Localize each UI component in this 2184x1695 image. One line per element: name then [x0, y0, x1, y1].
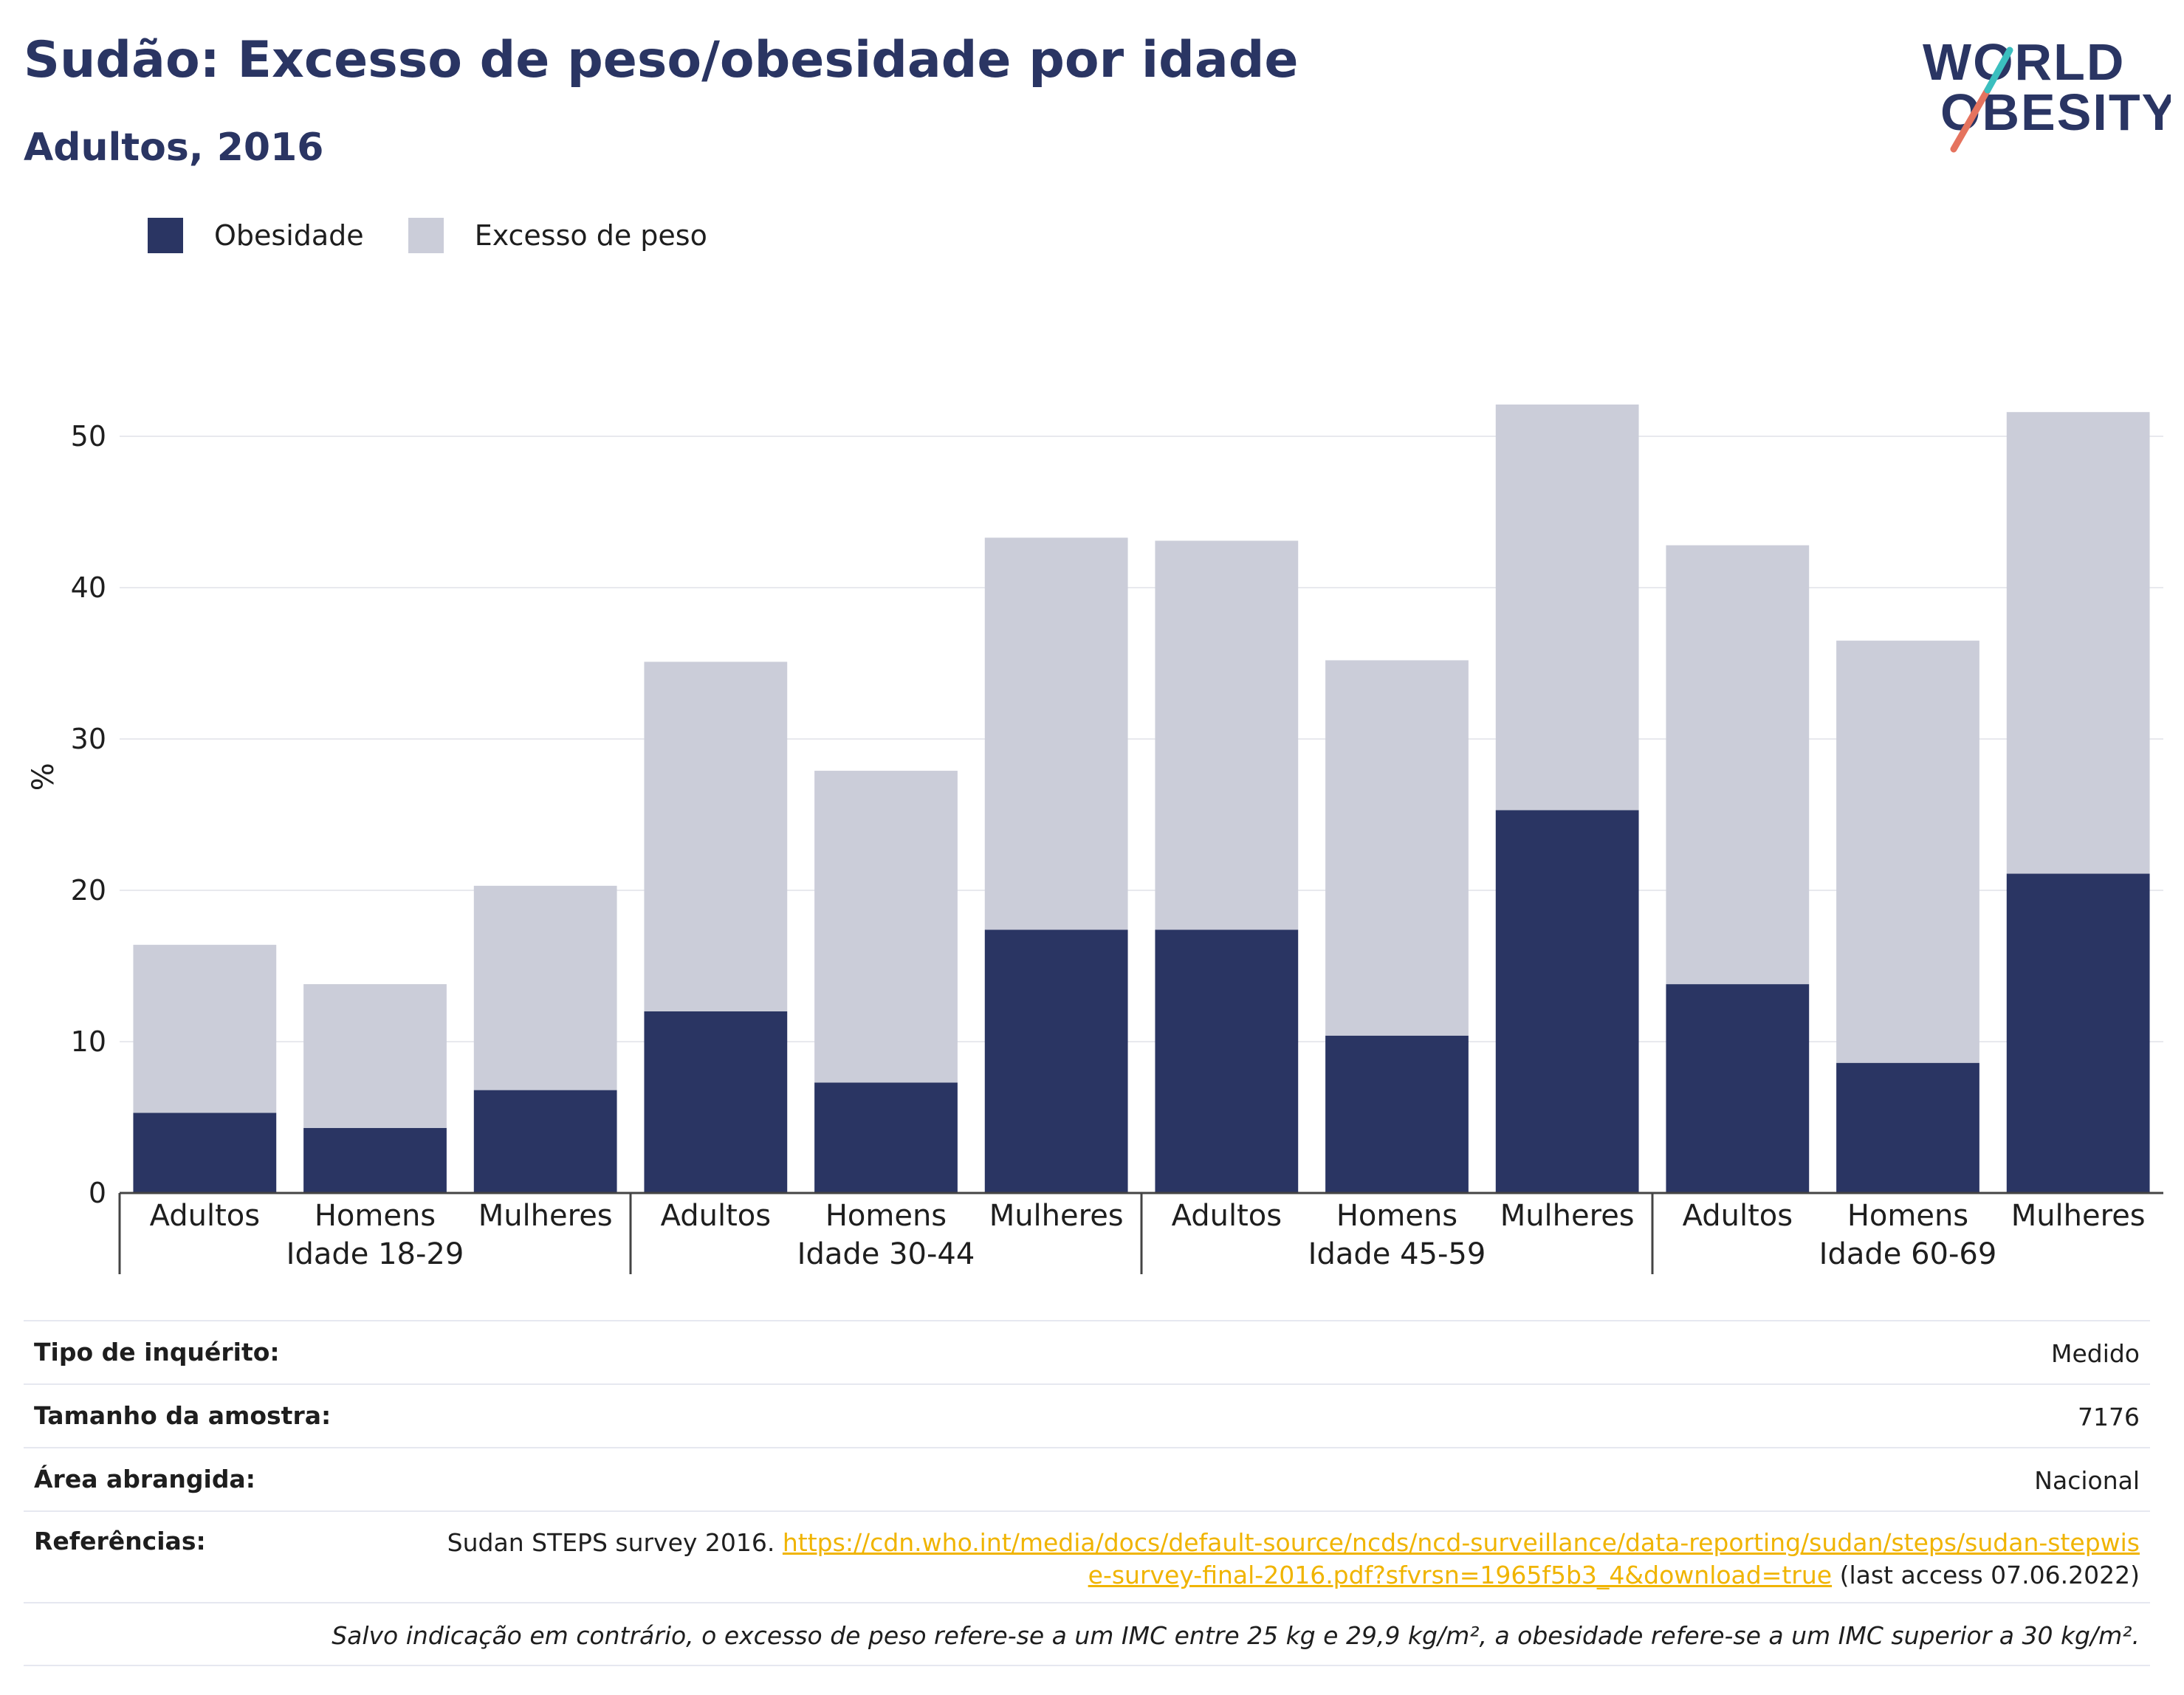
- page-title: Sudão: Excesso de peso/obesidade por ida…: [24, 31, 1299, 89]
- bar-obesity: [814, 1082, 958, 1193]
- x-tick-label: Homens: [1336, 1199, 1457, 1233]
- x-tick-label: Adultos: [150, 1199, 261, 1233]
- group-label: Idade 18-29: [286, 1237, 464, 1271]
- bar-overweight: [1325, 660, 1469, 1036]
- x-tick-label: Adultos: [1683, 1199, 1793, 1233]
- bar-overweight: [814, 771, 958, 1083]
- bar-obesity: [1666, 984, 1810, 1193]
- x-tick-label: Homens: [825, 1199, 947, 1233]
- bar-overweight: [133, 944, 277, 1113]
- footnote: Salvo indicação em contrário, o excesso …: [24, 1602, 2150, 1666]
- bar-obesity: [644, 1011, 788, 1193]
- legend-item-overweight: Excesso de peso: [408, 218, 707, 253]
- y-tick-label: 0: [89, 1177, 106, 1209]
- svg-text:WORLD: WORLD: [1923, 33, 2125, 91]
- y-axis-label: %: [27, 763, 61, 791]
- group-label: Idade 30-44: [797, 1237, 975, 1271]
- chart-legend: Obesidade Excesso de peso: [148, 218, 752, 253]
- stacked-bar-chart: 0 10 20 30 40 50% Adultos Homens Mulheres Adultos…: [27, 404, 2163, 1274]
- info-table: Tipo de inquérito: Medido Tamanho da amo…: [24, 1320, 2150, 1666]
- bar-overweight: [1495, 404, 1639, 811]
- legend-swatch-overweight: [408, 218, 444, 253]
- info-row-area: Área abrangida: Nacional: [24, 1447, 2150, 1510]
- sample-size-value: 7176: [2078, 1403, 2140, 1431]
- x-tick-label: Adultos: [1172, 1199, 1282, 1233]
- y-tick-label: 10: [71, 1025, 106, 1058]
- y-tick-label: 20: [71, 874, 106, 907]
- references-value: Sudan STEPS survey 2016. https://cdn.who…: [442, 1527, 2140, 1592]
- bar-obesity: [133, 1113, 277, 1193]
- x-tick-label: Mulheres: [989, 1199, 1124, 1233]
- x-tick-label: Homens: [1847, 1199, 1968, 1233]
- references-label: Referências:: [34, 1527, 206, 1555]
- bar-obesity: [1836, 1062, 1979, 1193]
- y-tick-label: 30: [71, 723, 106, 755]
- legend-label-obesity: Obesidade: [214, 219, 364, 252]
- bar-obesity: [2006, 873, 2150, 1193]
- info-row-survey-type: Tipo de inquérito: Medido: [24, 1320, 2150, 1383]
- legend-swatch-obesity: [148, 218, 183, 253]
- bar-obesity: [303, 1127, 447, 1193]
- references-access: (last access 07.06.2022): [1839, 1561, 2140, 1589]
- x-tick-label: Mulheres: [1500, 1199, 1635, 1233]
- bar-obesity: [1495, 810, 1639, 1193]
- bar-overweight: [1155, 540, 1299, 930]
- x-tick-label: Homens: [315, 1199, 436, 1233]
- legend-item-obesity: Obesidade: [148, 218, 364, 253]
- x-tick-label: Adultos: [661, 1199, 772, 1233]
- y-tick-label: 50: [71, 420, 106, 453]
- svg-text:OBESITY: OBESITY: [1940, 83, 2171, 141]
- x-tick-label: Mulheres: [478, 1199, 613, 1233]
- legend-label-overweight: Excesso de peso: [474, 219, 707, 252]
- area-label: Área abrangida:: [34, 1465, 255, 1493]
- x-tick-label: Mulheres: [2011, 1199, 2146, 1233]
- group-label: Idade 60-69: [1819, 1237, 1997, 1271]
- bar-overweight: [303, 984, 447, 1128]
- y-tick-label: 40: [71, 571, 106, 604]
- references-text: Sudan STEPS survey 2016.: [447, 1528, 775, 1557]
- bar-obesity: [473, 1090, 617, 1193]
- bar-overweight: [2006, 412, 2150, 874]
- info-row-sample-size: Tamanho da amostra: 7176: [24, 1383, 2150, 1447]
- survey-type-label: Tipo de inquérito:: [34, 1338, 280, 1366]
- bar-overweight: [473, 885, 617, 1090]
- bar-obesity: [984, 929, 1128, 1193]
- bar-overweight: [1666, 545, 1810, 985]
- area-value: Nacional: [2034, 1466, 2140, 1495]
- page-subtitle: Adultos, 2016: [24, 126, 324, 170]
- world-obesity-logo: WORLD OBESITY: [1923, 33, 2171, 153]
- bar-obesity: [1155, 929, 1299, 1193]
- bar-overweight: [644, 661, 788, 1011]
- survey-type-value: Medido: [2050, 1339, 2140, 1368]
- group-label: Idade 45-59: [1308, 1237, 1486, 1271]
- bar-overweight: [984, 537, 1128, 930]
- bar-overweight: [1836, 640, 1979, 1063]
- references-link[interactable]: https://cdn.who.int/media/docs/default-s…: [782, 1528, 2140, 1589]
- bar-obesity: [1325, 1035, 1469, 1193]
- info-row-references: Referências: Sudan STEPS survey 2016. ht…: [24, 1510, 2150, 1602]
- sample-size-label: Tamanho da amostra:: [34, 1401, 332, 1430]
